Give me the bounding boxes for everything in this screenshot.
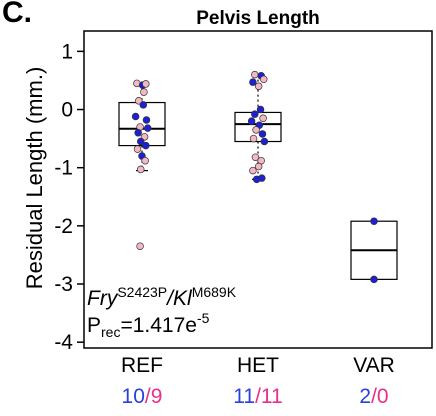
gene-1: Fry	[87, 287, 119, 310]
data-point	[249, 134, 258, 143]
count-pink: 0	[377, 385, 389, 408]
genotype-annotation: FryS2423P/KlM689K	[87, 284, 237, 310]
data-point	[260, 137, 269, 146]
y-tick-label: 1	[61, 40, 73, 63]
category-labels: REF HET VAR	[121, 354, 395, 377]
data-point	[254, 82, 263, 91]
data-point	[254, 162, 263, 171]
count-blue: 2	[359, 385, 371, 408]
count-pink: 11	[261, 385, 283, 408]
y-tick-label: -1	[54, 157, 73, 180]
count-blue: 10	[122, 385, 145, 408]
count-separator: /	[371, 385, 377, 408]
p-label: P	[87, 314, 101, 337]
data-point	[249, 78, 257, 86]
count-pink: 9	[151, 385, 163, 408]
data-point	[136, 165, 145, 174]
data-point	[134, 129, 142, 137]
data-point	[142, 80, 150, 88]
data-point	[141, 156, 149, 165]
panel-label: C.	[2, 0, 32, 29]
count-label: 10/9	[122, 385, 163, 408]
data-point	[370, 217, 378, 225]
point-layer	[131, 70, 378, 284]
data-point	[259, 75, 268, 84]
y-tick-label: -4	[54, 331, 73, 354]
data-point	[136, 137, 145, 146]
data-point	[251, 153, 260, 161]
p-value-annotation: Prec=1.417e-5	[87, 310, 210, 340]
plot-frame	[83, 30, 433, 349]
p-exponent: -5	[197, 310, 210, 326]
data-point	[249, 166, 257, 175]
data-point	[247, 117, 256, 125]
p-subscript: rec	[101, 324, 120, 340]
data-point	[251, 110, 259, 118]
y-axis-ticks: 1 0 -1 -2 -3 -4	[54, 40, 84, 354]
data-point	[370, 275, 378, 284]
genotype-separator: /	[165, 287, 175, 310]
category-label-var: VAR	[353, 354, 395, 377]
y-tick-label: 0	[61, 99, 73, 122]
allele-2: M689K	[192, 284, 237, 300]
data-point	[133, 145, 142, 153]
data-point	[140, 88, 148, 96]
data-point	[252, 175, 261, 184]
data-point	[139, 101, 148, 109]
y-axis-label: Residual Length (mm.)	[22, 67, 47, 290]
chart-title: Pelvis Length	[196, 8, 320, 29]
gene-2: Kl	[173, 287, 193, 310]
y-tick-label: -2	[54, 215, 73, 238]
data-point	[256, 105, 265, 114]
data-point	[251, 70, 259, 79]
y-tick-label: -3	[54, 273, 73, 296]
count-label: 2/0	[359, 385, 388, 408]
data-point	[142, 116, 151, 124]
category-label-ref: REF	[121, 354, 163, 377]
count-blue: 11	[233, 385, 255, 408]
data-point	[143, 124, 152, 132]
data-point	[136, 242, 144, 250]
count-separator: /	[255, 385, 261, 408]
count-separator: /	[145, 385, 151, 408]
p-equals: =	[120, 314, 132, 337]
allele-1: S2423P	[117, 284, 167, 300]
data-point	[252, 126, 260, 134]
count-label: 11/11	[233, 385, 282, 408]
p-value: 1.417e	[133, 314, 197, 337]
data-point	[259, 114, 267, 122]
data-point	[142, 141, 150, 150]
data-point	[131, 112, 140, 121]
count-labels: 10/9 11/11 2/0	[122, 385, 389, 408]
data-point	[258, 130, 267, 138]
category-label-het: HET	[237, 354, 279, 377]
